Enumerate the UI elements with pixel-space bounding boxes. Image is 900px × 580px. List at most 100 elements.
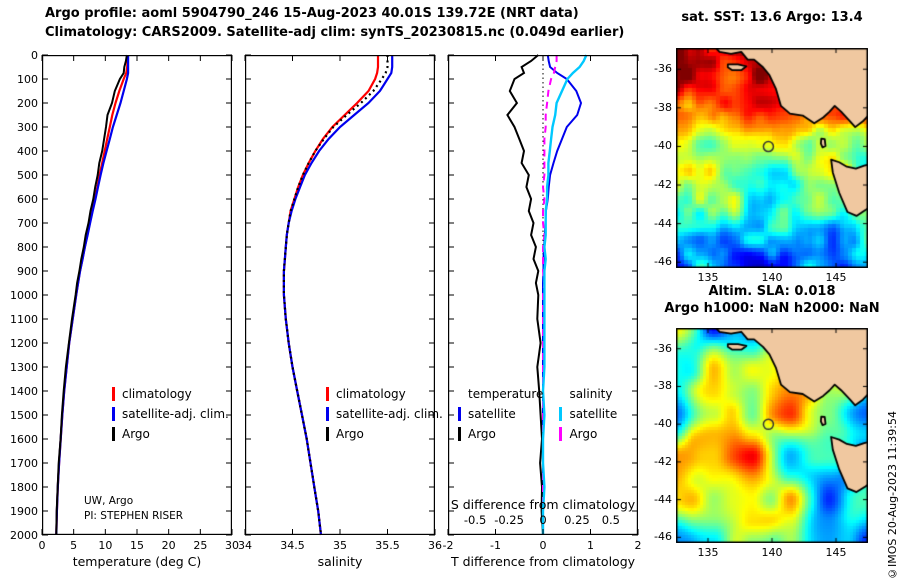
legend-marker	[112, 427, 115, 441]
figure-title-line2: Climatology: CARS2009. Satellite-adj cli…	[45, 25, 625, 40]
svg-text:1500: 1500	[10, 409, 38, 422]
legend-label: climatology	[336, 387, 406, 401]
temperature-axis-label: temperature (deg C)	[72, 554, 202, 569]
svg-text:200: 200	[17, 97, 38, 110]
legend-item: climatology	[326, 384, 443, 404]
map-lat-tick-label: -36	[654, 341, 672, 355]
provenance-line2: PI: STEPHEN RISER	[84, 510, 184, 522]
legend-label: satellite-adj. clim.	[122, 407, 229, 421]
svg-text:1700: 1700	[10, 457, 38, 470]
svg-text:35.5: 35.5	[375, 539, 400, 552]
legend-label: Argo	[569, 427, 598, 441]
legend-marker	[326, 427, 329, 441]
map-lon-tick-label: 135	[697, 271, 719, 284]
provenance-note: UW, Argo PI: STEPHEN RISER	[84, 494, 183, 524]
svg-text:1600: 1600	[10, 433, 38, 446]
legend-label: Argo	[336, 427, 364, 441]
difference-panel-legend: temperature satellite Argo salinity satellit…	[458, 384, 617, 444]
svg-text:0: 0	[39, 539, 46, 552]
sla-map	[676, 328, 868, 543]
svg-text:36: 36	[428, 539, 442, 552]
map-lat-tick-label: -44	[654, 492, 672, 506]
map-lon-tick-label: 140	[761, 271, 783, 284]
svg-text:10: 10	[98, 539, 112, 552]
copyright-watermark: ©IMOS 20-Aug-2023 11:39:54	[886, 411, 899, 580]
svg-text:1200: 1200	[10, 337, 38, 350]
svg-text:-0.5: -0.5	[464, 513, 486, 527]
legend-label: Argo	[468, 427, 496, 441]
svg-text:-2: -2	[443, 539, 454, 552]
provenance-line1: UW, Argo	[84, 495, 134, 507]
svg-text:300: 300	[17, 121, 38, 134]
map-lat-tick-label: -46	[654, 530, 672, 544]
map-lat-tick-label: -38	[654, 100, 672, 114]
salinity-axis-label: salinity	[317, 554, 363, 569]
legend-item: satellite-adj. clim.	[326, 404, 443, 424]
profile-line-argo	[55, 54, 128, 536]
svg-text:900: 900	[17, 265, 38, 278]
svg-text:25: 25	[193, 539, 207, 552]
svg-text:800: 800	[17, 241, 38, 254]
svg-text:400: 400	[17, 145, 38, 158]
svg-text:34: 34	[238, 539, 252, 552]
t-difference-axis-label: T difference from climatology	[450, 554, 636, 569]
svg-text:1: 1	[587, 539, 594, 552]
svg-text:34.5: 34.5	[280, 539, 305, 552]
map-lon-tick-label: 145	[825, 546, 847, 559]
profile-line-climatology	[282, 55, 380, 536]
legend-marker	[112, 387, 115, 401]
svg-text:100: 100	[17, 73, 38, 86]
svg-text:0: 0	[539, 513, 546, 527]
svg-text:2000: 2000	[10, 529, 38, 542]
svg-text:1800: 1800	[10, 481, 38, 494]
svg-text:-0.25: -0.25	[494, 513, 524, 527]
temperature-profile-panel: 0 5 10 15 20 25 300100200300400500600700800900…	[10, 49, 239, 552]
svg-text:700: 700	[17, 217, 38, 230]
legend-marker	[326, 407, 329, 421]
profile-line-temperature-satellite	[542, 54, 583, 535]
map-lon-tick-label: 135	[697, 546, 719, 559]
legend-label: satellite	[468, 407, 516, 421]
svg-text:500: 500	[17, 169, 38, 182]
legend-group-title: temperature	[468, 387, 544, 401]
temperature-panel-legend: climatology satellite-adj. clim. Argo	[112, 384, 229, 444]
svg-text:15: 15	[130, 539, 144, 552]
legend-label: Argo	[122, 427, 150, 441]
map-lat-tick-label: -42	[654, 178, 672, 192]
svg-text:0: 0	[31, 49, 38, 62]
legend-marker	[326, 387, 329, 401]
legend-item: satellite	[458, 404, 543, 424]
map-lat-tick-label: -40	[654, 417, 672, 431]
profile-line-satellite-adj-clim-	[55, 55, 130, 536]
legend-item: satellite	[559, 404, 617, 424]
difference-profile-panel: -2 -1 0 1 2 S difference from climatology-0.5…	[443, 54, 642, 552]
svg-text:20: 20	[162, 539, 176, 552]
svg-text:30: 30	[225, 539, 239, 552]
svg-text:1400: 1400	[10, 385, 38, 398]
legend-label: satellite-adj. clim.	[336, 407, 443, 421]
salinity-panel-legend: climatology satellite-adj. clim. Argo	[326, 384, 443, 444]
map-lon-tick-label: 145	[825, 271, 847, 284]
figure-title-line1: Argo profile: aoml 5904790_246 15-Aug-20…	[45, 6, 579, 21]
legend-item: Argo	[458, 424, 543, 444]
svg-text:1900: 1900	[10, 505, 38, 518]
legend-marker	[559, 427, 563, 441]
svg-text:1000: 1000	[10, 289, 38, 302]
profile-line-climatology	[55, 55, 129, 536]
profile-line-temperature-argo	[506, 54, 544, 536]
legend-group: salinity satellite Argo	[559, 384, 617, 444]
map-lat-tick-label: -38	[654, 379, 672, 393]
legend-item: Argo	[326, 424, 443, 444]
map-lon-tick-label: 140	[761, 546, 783, 559]
legend-group: temperature satellite Argo	[458, 384, 543, 444]
svg-text:1100: 1100	[10, 313, 38, 326]
legend-group-title: salinity	[569, 387, 613, 401]
legend-item: Argo	[112, 424, 229, 444]
sst-map	[676, 48, 868, 268]
legend-marker	[112, 407, 115, 421]
svg-text:0: 0	[540, 539, 547, 552]
svg-text:600: 600	[17, 193, 38, 206]
map-lat-tick-label: -42	[654, 454, 672, 468]
legend-item: Argo	[559, 424, 617, 444]
